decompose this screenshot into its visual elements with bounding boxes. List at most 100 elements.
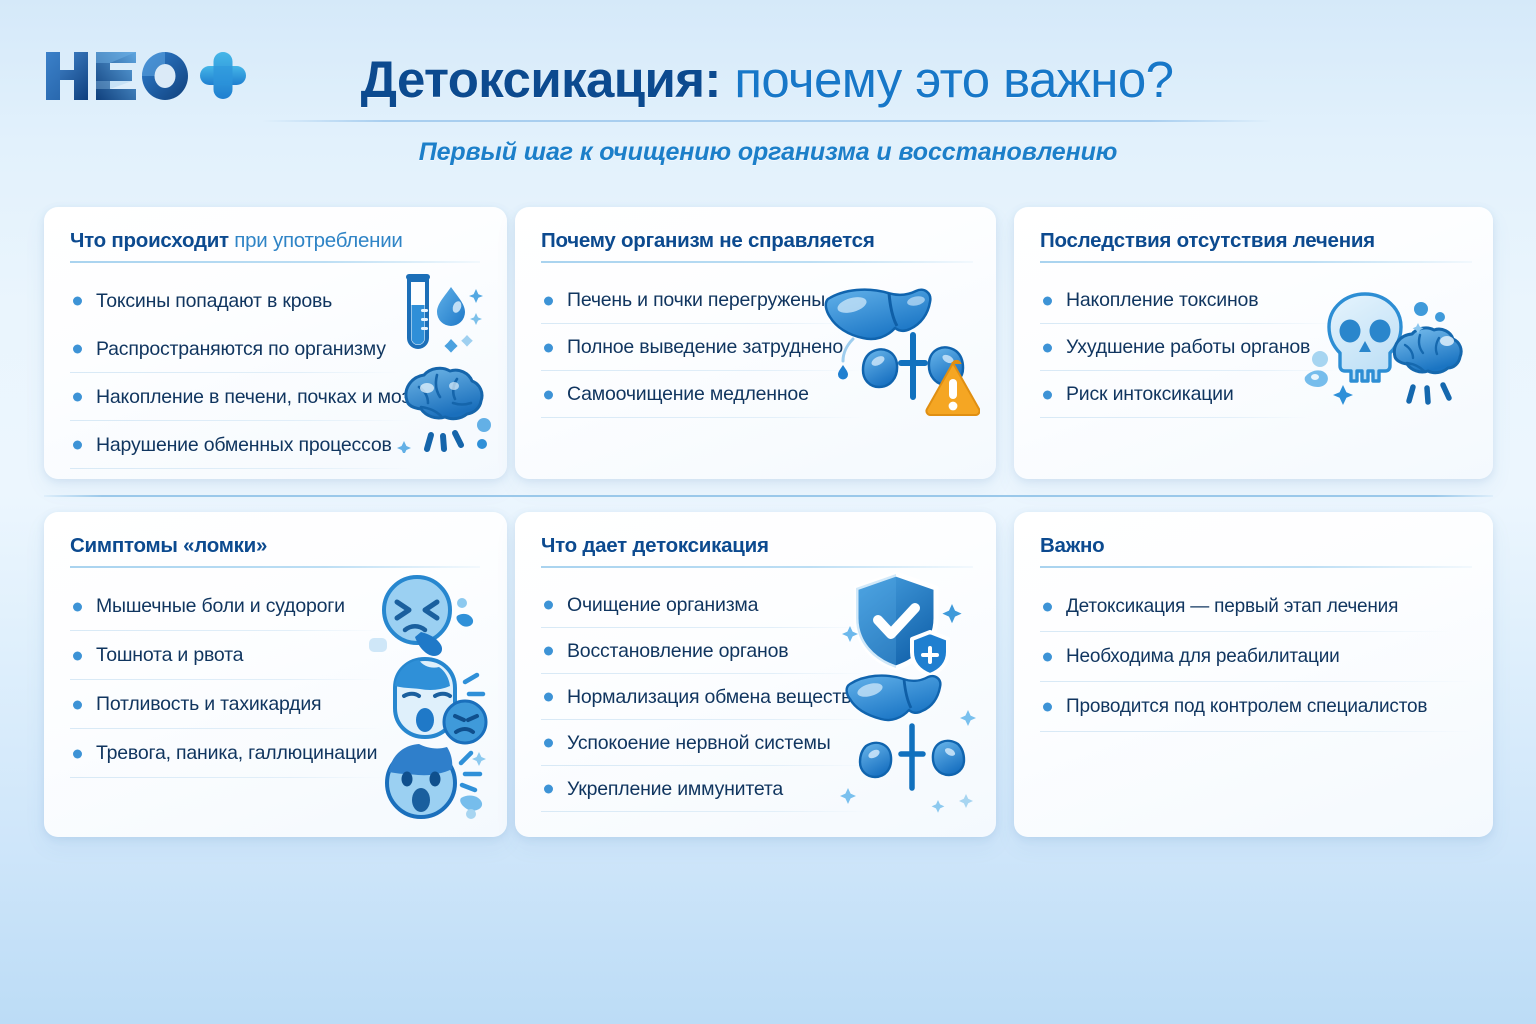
list-item-rule — [70, 777, 382, 778]
list-item-text: Потливость и тахикардия — [96, 693, 322, 715]
bullet-dot-icon — [544, 390, 553, 399]
list-item-rule — [541, 719, 871, 720]
card-title-underline — [1040, 261, 1472, 263]
list-item-text: Самоочищение медленное — [567, 383, 809, 405]
list-item: Очищение организма — [541, 582, 978, 628]
list-item-text: Необходима для реабилитации — [1066, 646, 1340, 667]
list-item-text: Накопление в печени, почках и мозге — [96, 385, 428, 408]
bullet-dot-icon — [544, 738, 553, 748]
list-item: Потливость и тахикардия — [70, 680, 489, 729]
card-title-consequences: Последствия отсутствия лечения — [1040, 229, 1471, 253]
card-title-underline — [541, 566, 973, 568]
list-item-rule — [541, 323, 863, 324]
bullet-dot-icon — [544, 784, 553, 794]
bullet-dot-icon — [73, 602, 82, 611]
row-divider — [44, 495, 1493, 497]
list-item: Полное выведение затруднено — [541, 324, 978, 371]
bullet-dot-icon — [1043, 343, 1052, 352]
list-item-rule — [70, 420, 412, 421]
page-title: Детоксикация: почему это важно? — [262, 42, 1272, 118]
bullet-list: Очищение организма Восстановление органо… — [541, 582, 978, 812]
list-item-rule — [70, 679, 382, 680]
list-item-rule — [541, 370, 863, 371]
page-subtitle: Первый шаг к очищению организма и восста… — [418, 138, 1118, 166]
bullet-list: Токсины попадают в кровь Распространяютс… — [70, 277, 489, 469]
list-item: Успокоение нервной системы — [541, 720, 978, 766]
list-item-rule — [1040, 681, 1472, 682]
list-item-text: Очищение организма — [567, 593, 759, 616]
list-item-text: Нормализация обмена веществ — [567, 685, 852, 708]
card-title-detox-benefits: Что дает детоксикация — [541, 534, 974, 558]
list-item: Необходима для реабилитации — [1040, 632, 1475, 682]
bullet-dot-icon — [544, 692, 553, 702]
list-item-text: Нарушение обменных процессов — [96, 433, 392, 456]
card-what-happens[interactable]: Что происходит при употреблении Токсины … — [44, 207, 507, 479]
list-item-text: Распространяются по организму — [96, 337, 386, 360]
list-item-rule — [1040, 370, 1340, 371]
card-detox-benefits[interactable]: Что дает детоксикация Очищение организма… — [515, 512, 996, 837]
list-item-text: Восстановление органов — [567, 639, 789, 662]
list-item: Укрепление иммунитета — [541, 766, 978, 812]
bullet-dot-icon — [73, 344, 82, 354]
list-item: Риск интоксикации — [1040, 371, 1475, 418]
list-item: Самоочищение медленное — [541, 371, 978, 418]
bullet-list: Детоксикация — первый этап лечения Необх… — [1040, 582, 1475, 732]
cards-row-top: Что происходит при употреблении Токсины … — [0, 207, 1536, 479]
list-item: Ухудшение работы органов — [1040, 324, 1475, 371]
list-item: Распространяются по организму — [70, 325, 489, 373]
list-item-rule — [541, 765, 871, 766]
list-item: Накопление в печени, почках и мозге — [70, 373, 489, 421]
card-title-underline — [70, 261, 480, 263]
card-title-what-happens: Что происходит при употреблении — [70, 229, 485, 253]
card-consequences[interactable]: Последствия отсутствия лечения Накоплени… — [1014, 207, 1493, 479]
list-item-text: Укрепление иммунитета — [567, 777, 784, 800]
card-title-underline — [1040, 566, 1472, 568]
bullet-dot-icon — [544, 646, 553, 656]
bullet-list: Мышечные боли и судороги Тошнота и рвота… — [70, 582, 489, 778]
list-item-rule — [541, 673, 871, 674]
bullet-dot-icon — [1043, 602, 1052, 612]
card-why-body-fails[interactable]: Почему организм не справляется Печень и … — [515, 207, 996, 479]
list-item-rule — [70, 372, 400, 373]
list-item-rule — [70, 728, 382, 729]
list-item-text: Полное выведение затруднено — [567, 336, 843, 358]
card-title-underline — [541, 261, 973, 263]
card-title-bold: Симптомы «ломки» — [70, 534, 268, 557]
card-title-underline — [70, 566, 480, 568]
bullet-dot-icon — [73, 392, 82, 402]
card-important[interactable]: Важно Детоксикация — первый этап лечения… — [1014, 512, 1493, 837]
header-divider — [262, 120, 1272, 122]
page-header: Детоксикация: почему это важно? Первый ш… — [0, 0, 1536, 188]
list-item-text: Ухудшение работы органов — [1066, 336, 1311, 358]
list-item-text: Печень и почки перегружены — [567, 289, 826, 311]
list-item-rule — [541, 417, 863, 418]
list-item-rule — [70, 468, 412, 469]
list-item-text: Успокоение нервной системы — [567, 731, 831, 754]
list-item: Тревога, паника, галлюцинации — [70, 729, 489, 778]
list-item-text: Мышечные боли и судороги — [96, 595, 345, 617]
card-title-bold: Важно — [1040, 534, 1105, 557]
list-item: Токсины попадают в кровь — [70, 277, 489, 325]
bullet-dot-icon — [1043, 390, 1052, 399]
card-title-withdrawal-symptoms: Симптомы «ломки» — [70, 534, 485, 558]
list-item-text: Риск интоксикации — [1066, 383, 1234, 405]
list-item-text: Тошнота и рвота — [96, 644, 244, 666]
bullet-dot-icon — [73, 749, 82, 758]
card-title-bold: Что происходит — [70, 229, 229, 252]
bullet-dot-icon — [73, 651, 82, 660]
bullet-dot-icon — [73, 700, 82, 709]
list-item-text: Накопление токсинов — [1066, 289, 1259, 311]
page-title-light: почему это важно? — [720, 50, 1174, 108]
bullet-dot-icon — [544, 296, 553, 305]
list-item: Нормализация обмена веществ — [541, 674, 978, 720]
list-item-text: Проводится под контролем специалистов — [1066, 696, 1428, 717]
list-item-rule — [1040, 417, 1308, 418]
list-item-rule — [1040, 731, 1472, 732]
bullet-dot-icon — [1043, 296, 1052, 305]
bullet-dot-icon — [544, 343, 553, 352]
list-item: Тошнота и рвота — [70, 631, 489, 680]
card-title-important: Важно — [1040, 534, 1471, 558]
bullet-list: Печень и почки перегружены Полное выведе… — [541, 277, 978, 418]
list-item-text: Тревога, паника, галлюцинации — [96, 742, 378, 764]
card-withdrawal-symptoms[interactable]: Симптомы «ломки» Мышечные боли и судорог… — [44, 512, 507, 837]
